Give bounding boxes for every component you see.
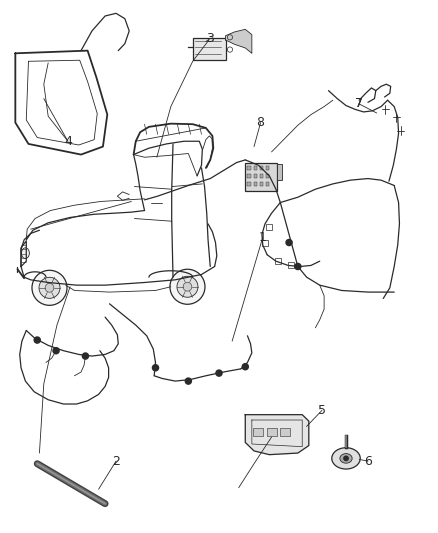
Bar bbox=[260, 174, 263, 178]
Bar bbox=[266, 166, 269, 170]
Circle shape bbox=[286, 239, 292, 246]
Polygon shape bbox=[226, 29, 252, 53]
Text: 6: 6 bbox=[364, 455, 372, 467]
Bar bbox=[254, 166, 257, 170]
Bar bbox=[254, 427, 263, 436]
Circle shape bbox=[32, 270, 67, 305]
Bar bbox=[254, 174, 257, 178]
Text: 8: 8 bbox=[257, 116, 265, 129]
Bar bbox=[267, 427, 276, 436]
Bar bbox=[260, 182, 263, 186]
Circle shape bbox=[39, 277, 60, 298]
Bar bbox=[260, 166, 263, 170]
Bar bbox=[266, 182, 269, 186]
Circle shape bbox=[152, 365, 159, 371]
Circle shape bbox=[216, 370, 222, 376]
Text: 4: 4 bbox=[64, 135, 72, 148]
Polygon shape bbox=[245, 415, 309, 455]
Text: 3: 3 bbox=[206, 32, 214, 45]
Circle shape bbox=[45, 284, 54, 292]
Text: 2: 2 bbox=[112, 455, 120, 467]
Text: 7: 7 bbox=[355, 98, 363, 110]
Circle shape bbox=[177, 276, 198, 297]
Ellipse shape bbox=[340, 454, 352, 463]
Text: 7: 7 bbox=[355, 98, 363, 110]
Circle shape bbox=[34, 337, 40, 343]
Circle shape bbox=[53, 348, 59, 354]
Circle shape bbox=[295, 263, 301, 270]
Bar bbox=[277, 164, 282, 180]
Circle shape bbox=[185, 378, 191, 384]
Ellipse shape bbox=[21, 248, 29, 259]
Circle shape bbox=[170, 269, 205, 304]
Bar bbox=[280, 427, 290, 436]
Bar bbox=[288, 262, 294, 269]
Bar bbox=[262, 239, 268, 246]
Bar bbox=[247, 174, 251, 178]
Bar bbox=[247, 182, 251, 186]
Ellipse shape bbox=[332, 448, 360, 469]
Circle shape bbox=[242, 364, 248, 370]
Text: 5: 5 bbox=[318, 404, 326, 417]
Bar bbox=[266, 223, 272, 230]
Bar bbox=[245, 163, 277, 191]
Text: 1: 1 bbox=[259, 231, 267, 244]
Bar bbox=[193, 38, 226, 60]
Circle shape bbox=[183, 282, 192, 291]
Bar bbox=[247, 166, 251, 170]
Circle shape bbox=[344, 456, 348, 461]
Circle shape bbox=[82, 353, 88, 359]
Bar bbox=[266, 174, 269, 178]
Bar bbox=[254, 182, 257, 186]
Bar bbox=[275, 258, 281, 264]
